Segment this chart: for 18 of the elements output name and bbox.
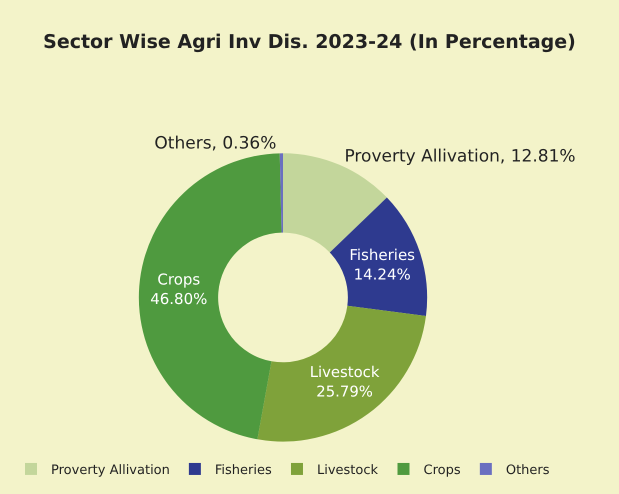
data-label: 46.80% [150, 290, 208, 308]
slice-label: Fisheries [349, 246, 416, 264]
legend-label: Livestock [316, 463, 378, 478]
chart-title: Sector Wise Agri Inv Dis. 2023-24 (In Percentage) [43, 30, 576, 53]
legend-label: Proverty Allivation [51, 463, 170, 478]
data-label: 25.79% [316, 382, 373, 400]
data-label: 14.24% [354, 265, 411, 284]
category-label: Proverty Allivation, 12.81% [344, 146, 576, 166]
category-label: Others, 0.36% [154, 133, 276, 154]
donut-slice [138, 153, 282, 440]
legend-label: Crops [424, 463, 461, 478]
legend-label: Fisheries [214, 463, 272, 478]
donut-slice [280, 153, 283, 233]
donut-slice [257, 306, 426, 442]
slice-label: Livestock [310, 363, 380, 382]
slice-label: Crops [157, 270, 200, 289]
legend-label: Others [506, 463, 550, 478]
donut-slice [330, 198, 428, 316]
